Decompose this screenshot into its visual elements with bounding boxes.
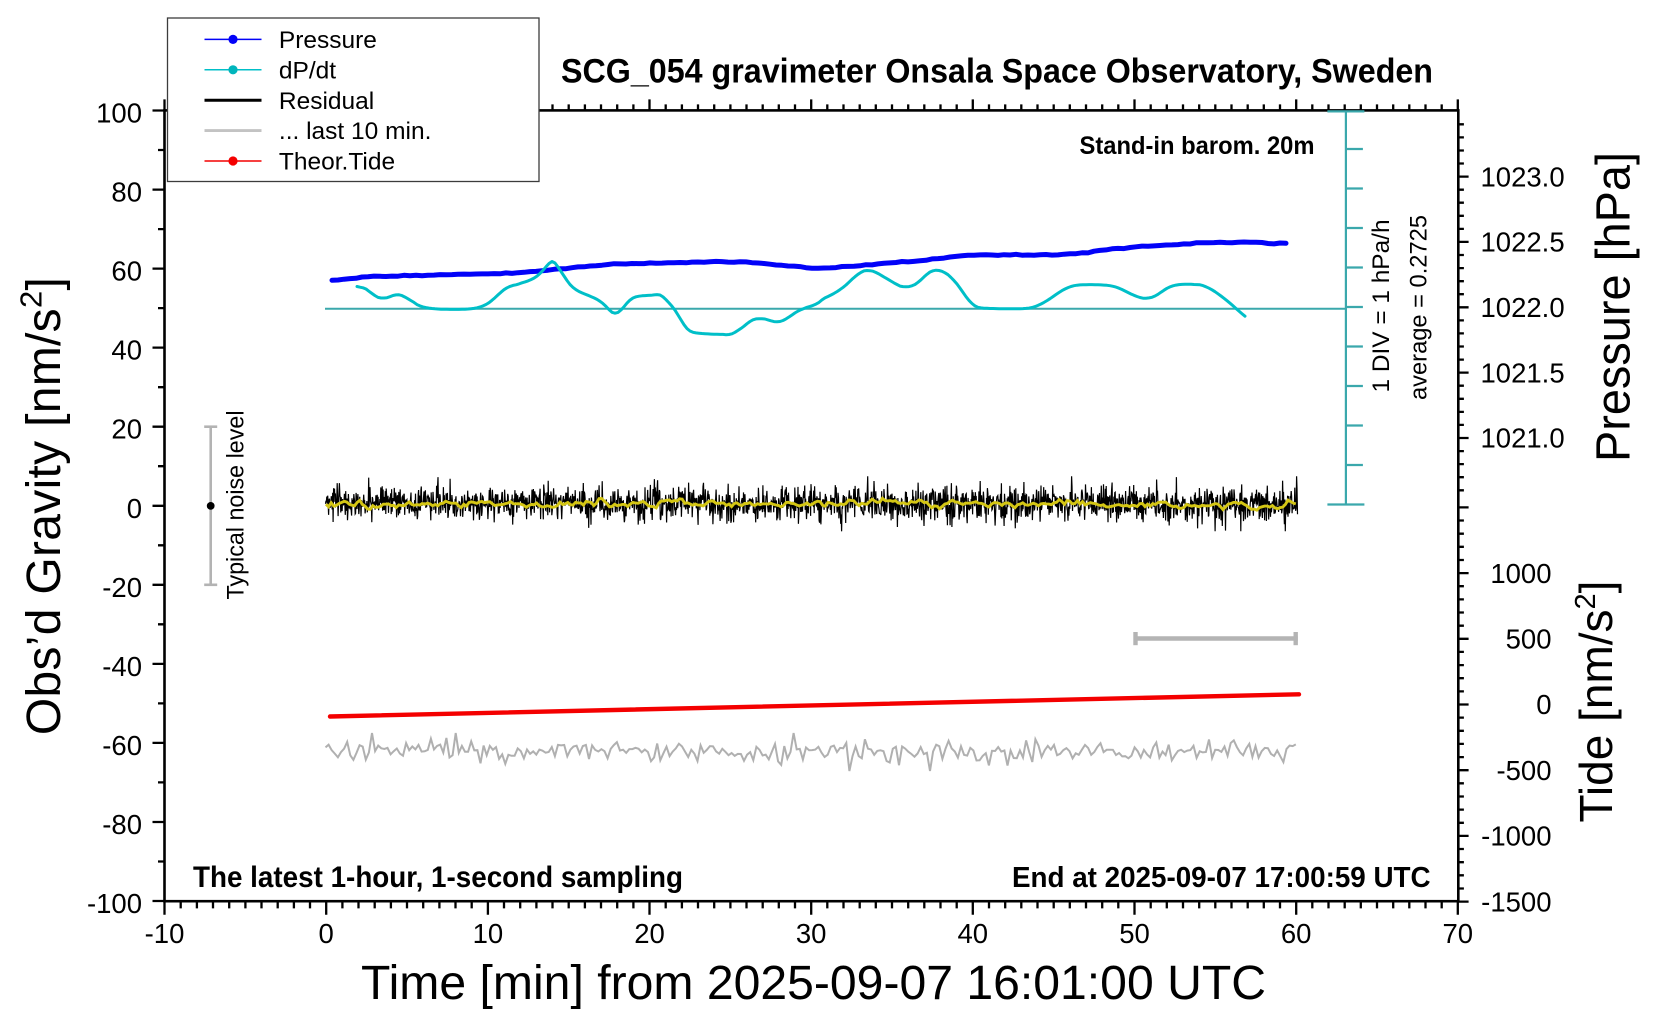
svg-text:70: 70 xyxy=(1443,918,1474,949)
svg-text:10: 10 xyxy=(473,918,504,949)
svg-text:End at 2025-09-07 17:00:59 UTC: End at 2025-09-07 17:00:59 UTC xyxy=(1012,862,1431,894)
svg-text:The latest 1-hour, 1-second sa: The latest 1-hour, 1-second sampling xyxy=(193,861,683,894)
svg-text:-80: -80 xyxy=(102,809,142,840)
svg-text:Obs’d Gravity [nm/s2]: Obs’d Gravity [nm/s2] xyxy=(14,277,72,735)
svg-text:60: 60 xyxy=(1281,918,1312,949)
svg-text:-60: -60 xyxy=(102,730,142,761)
svg-text:Pressure: Pressure xyxy=(279,27,377,54)
svg-text:1000: 1000 xyxy=(1490,558,1551,589)
svg-text:Tide [nm/s2]: Tide [nm/s2] xyxy=(1570,581,1622,823)
svg-text:100: 100 xyxy=(96,98,142,129)
svg-text:-500: -500 xyxy=(1496,755,1551,786)
svg-text:-1000: -1000 xyxy=(1481,821,1551,852)
svg-text:0: 0 xyxy=(1536,689,1551,720)
svg-text:50: 50 xyxy=(1119,918,1150,949)
svg-text:500: 500 xyxy=(1506,624,1552,655)
svg-text:SCG_054 gravimeter Onsala Spac: SCG_054 gravimeter Onsala Space Observat… xyxy=(561,53,1433,91)
svg-text:Residual: Residual xyxy=(279,88,374,115)
svg-text:Theor.Tide: Theor.Tide xyxy=(279,149,395,176)
svg-text:20: 20 xyxy=(634,918,665,949)
svg-text:0: 0 xyxy=(127,493,142,524)
svg-text:-10: -10 xyxy=(145,918,185,949)
svg-text:-100: -100 xyxy=(87,888,142,919)
svg-text:40: 40 xyxy=(111,335,142,366)
svg-text:1022.5: 1022.5 xyxy=(1481,227,1565,258)
svg-text:0: 0 xyxy=(319,918,334,949)
svg-text:40: 40 xyxy=(958,918,989,949)
svg-text:1 DIV = 1 hPa/h: 1 DIV = 1 hPa/h xyxy=(1368,220,1395,393)
svg-text:20: 20 xyxy=(111,414,142,445)
svg-text:-1500: -1500 xyxy=(1481,886,1551,917)
svg-text:Typical noise level: Typical noise level xyxy=(223,411,250,600)
svg-text:1023.0: 1023.0 xyxy=(1481,161,1565,192)
svg-text:-40: -40 xyxy=(102,651,142,682)
svg-text:30: 30 xyxy=(796,918,827,949)
svg-text:Stand-in barom. 20m: Stand-in barom. 20m xyxy=(1080,132,1315,160)
svg-text:average = 0.2725: average = 0.2725 xyxy=(1406,215,1433,400)
svg-text:1021.5: 1021.5 xyxy=(1481,357,1565,388)
svg-text:-20: -20 xyxy=(102,572,142,603)
svg-text:Time [min] from 2025-09-07 16:: Time [min] from 2025-09-07 16:01:00 UTC xyxy=(361,957,1266,1010)
svg-text:1021.0: 1021.0 xyxy=(1481,423,1565,454)
svg-text:... last 10 min.: ... last 10 min. xyxy=(279,118,432,145)
svg-text:dP/dt: dP/dt xyxy=(279,57,336,84)
svg-text:1022.0: 1022.0 xyxy=(1481,292,1565,323)
svg-text:80: 80 xyxy=(111,177,142,208)
svg-text:60: 60 xyxy=(111,256,142,287)
svg-text:Pressure [hPa]: Pressure [hPa] xyxy=(1588,152,1641,462)
